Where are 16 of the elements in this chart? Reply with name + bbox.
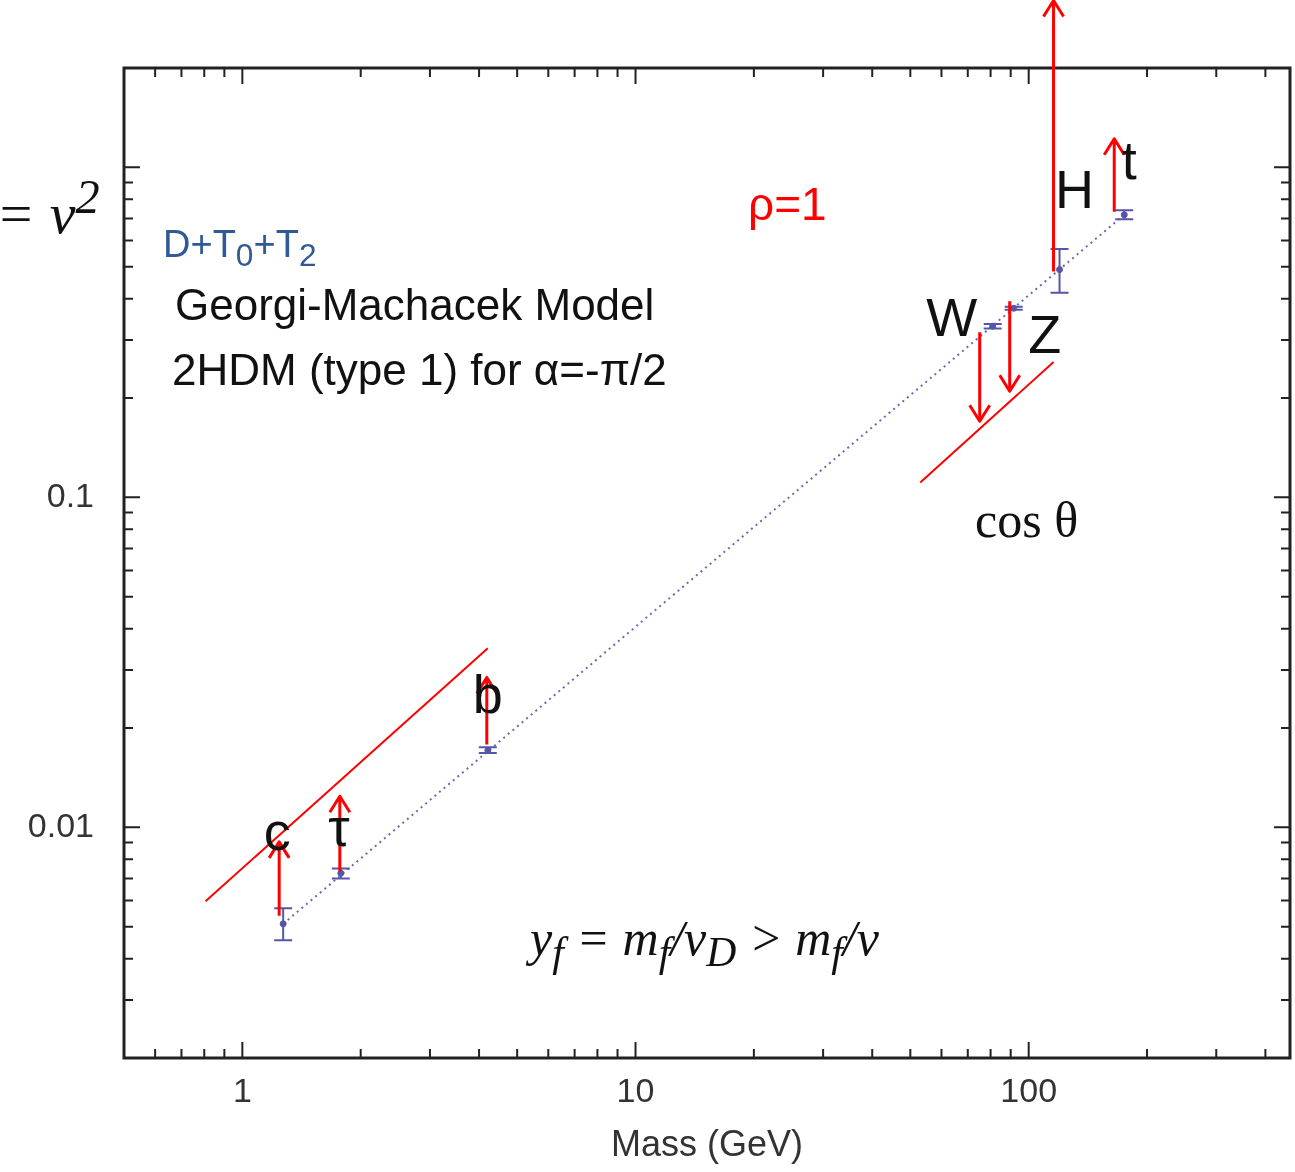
annotation: D+T$_{0}$+T$_{2}$ [163, 222, 317, 274]
annotation: ρ=1 [748, 177, 827, 232]
text: = v$^{2}$ [0, 169, 100, 249]
x-axis-title: Mass (GeV) [610, 1123, 804, 1165]
x-tick-label: 100 [1000, 1070, 1058, 1109]
x-tick-label: 10 [616, 1070, 655, 1109]
y-tick-label: 0.1 [46, 475, 94, 514]
annotation: Z [1028, 304, 1062, 365]
annotation: t [1121, 129, 1137, 190]
x-tick-label: 1 [232, 1070, 252, 1109]
annotation: 2HDM (type 1) for α=-π/2 [172, 344, 667, 396]
y-tick-label: 0.01 [27, 805, 94, 844]
annotation: W [926, 287, 978, 348]
annotation: Georgi-Machacek Model [175, 279, 655, 331]
annotation: H [1055, 158, 1095, 219]
annotation: cos θ [975, 491, 1079, 550]
